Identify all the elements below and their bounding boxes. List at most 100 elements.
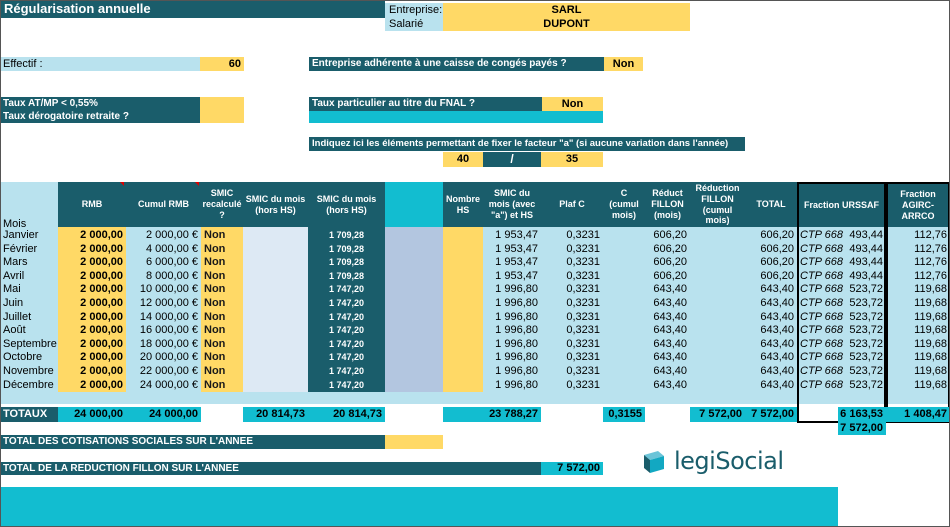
cell-rmb[interactable]: 2 000,00 [80, 269, 123, 282]
cell-urssaf: 523,72 [849, 378, 883, 391]
cell-rmb[interactable]: 2 000,00 [80, 256, 123, 269]
cell-rmb[interactable]: 2 000,00 [80, 324, 123, 337]
table-row: Septembre 2 000,00 18 000,00 € Non 1 747,20 1… [0, 338, 950, 352]
cell-smic-avec: 1 996,80 [495, 365, 538, 377]
cell-mois: Mars [3, 256, 28, 269]
cell-total: 643,40 [760, 378, 794, 391]
cell-cumul: 16 000,00 € [139, 324, 198, 337]
cell-cumul: 6 000,00 € [146, 256, 198, 269]
cell-reduct: 643,40 [653, 310, 687, 323]
totaux-smic-hs1: 20 814,73 [243, 407, 308, 422]
cell-rmb[interactable]: 2 000,00 [80, 337, 123, 350]
cell-reduct: 643,40 [653, 351, 687, 364]
facteur-num[interactable]: 40 [443, 152, 483, 167]
cell-cumul: 2 000,00 € [146, 229, 198, 241]
cell-smic[interactable]: Non [204, 337, 226, 350]
taux-atmp-input[interactable] [200, 97, 244, 123]
fnal-value[interactable]: Non [542, 97, 603, 111]
table-row: Février 2 000,00 4 000,00 € Non 1 709,28 1 95… [0, 243, 950, 257]
cell-rmb[interactable]: 2 000,00 [80, 242, 123, 255]
cell-agirc: 112,76 [914, 229, 947, 241]
cell-mois: Décembre [3, 378, 54, 391]
cell-total: 643,40 [760, 324, 794, 337]
cell-smic[interactable]: Non [204, 256, 226, 269]
cell-smic[interactable]: Non [204, 283, 226, 296]
total-reduction-value: 7 572,00 [541, 462, 603, 475]
smic-hs1-header: SMIC du mois (hors HS) [243, 182, 308, 227]
facteur-den[interactable]: 35 [541, 152, 603, 167]
cell-total: 643,40 [760, 297, 794, 309]
cell-mois: Février [3, 242, 38, 255]
cell-rmb[interactable]: 2 000,00 [80, 283, 123, 296]
cell-smic[interactable]: Non [204, 229, 226, 241]
cell-smic-hs: 1 709,28 [328, 230, 365, 240]
rmb-column [58, 227, 126, 392]
cell-cumul: 4 000,00 € [146, 242, 198, 255]
cell-cumul: 14 000,00 € [139, 310, 198, 323]
cell-rmb[interactable]: 2 000,00 [80, 378, 123, 391]
salarie-label: Salarié [385, 18, 443, 31]
cell-smic[interactable]: Non [204, 351, 226, 364]
table-row: Mars 2 000,00 6 000,00 € Non 1 709,28 1 953,4… [0, 256, 950, 270]
cell-plaf: 0,3231 [566, 297, 600, 309]
table-row: Août 2 000,00 16 000,00 € Non 1 747,20 1 996,… [0, 324, 950, 338]
cell-agirc: 119,68 [914, 365, 947, 377]
cell-smic[interactable]: Non [204, 324, 226, 337]
entreprise-value[interactable]: SARL [443, 3, 690, 18]
cell-total: 606,20 [760, 256, 794, 269]
fraction-agirc-border [886, 227, 950, 423]
c-cumul-header: C (cumul mois) [603, 182, 645, 227]
cell-rmb[interactable]: 2 000,00 [80, 310, 123, 323]
cell-ctp: CTP 668 [800, 324, 843, 337]
cell-agirc: 119,68 [914, 337, 947, 350]
reduct-header: Réduct FILLON (mois) [645, 182, 690, 227]
cell-cumul: 18 000,00 € [139, 337, 198, 350]
cell-smic-avec: 1 996,80 [495, 283, 538, 296]
table-row: Janvier 2 000,00 2 000,00 € Non 1 709,28 1 95… [0, 229, 950, 243]
cell-smic[interactable]: Non [204, 365, 226, 377]
entreprise-label: Entreprise: [385, 3, 443, 18]
cell-agirc: 119,68 [914, 351, 947, 364]
cell-agirc: 112,76 [914, 256, 947, 269]
cell-smic[interactable]: Non [204, 269, 226, 282]
cell-smic-hs: 1 747,20 [328, 379, 365, 390]
cell-reduct: 643,40 [653, 324, 687, 337]
cell-urssaf: 523,72 [849, 297, 883, 309]
cell-smic[interactable]: Non [204, 378, 226, 391]
cell-mois: Juillet [3, 310, 32, 323]
salarie-value[interactable]: DUPONT [443, 18, 690, 31]
cell-urssaf: 523,72 [849, 337, 883, 350]
cell-total: 606,20 [760, 229, 794, 241]
cell-mois: Octobre [3, 351, 43, 364]
cell-smic[interactable]: Non [204, 242, 226, 255]
table-row: Octobre 2 000,00 20 000,00 € Non 1 747,20 1 9… [0, 351, 950, 365]
cell-urssaf: 493,44 [849, 269, 883, 282]
cell-agirc: 112,76 [914, 269, 947, 282]
cell-mois: Juin [3, 297, 24, 309]
cell-mois: Août [3, 324, 26, 337]
cell-rmb[interactable]: 2 000,00 [80, 351, 123, 364]
cell-rmb[interactable]: 2 000,00 [80, 297, 123, 309]
rmb-header: RMB [58, 182, 126, 227]
effectif-value[interactable]: 60 [200, 57, 244, 71]
cell-total: 606,20 [760, 269, 794, 282]
cell-rmb[interactable]: 2 000,00 [80, 365, 123, 377]
smic-avec-header: SMIC du mois (avec "a") et HS [483, 182, 541, 227]
cell-smic[interactable]: Non [204, 297, 226, 309]
cell-smic[interactable]: Non [204, 310, 226, 323]
cell-urssaf: 523,72 [849, 365, 883, 377]
nombre-hs-header: Nombre HS [443, 182, 483, 227]
totaux-smic-hs2: 20 814,73 [308, 407, 385, 422]
conges-value[interactable]: Non [604, 57, 643, 71]
cell-ctp: CTP 668 [800, 351, 843, 364]
smic-hs1-column [243, 227, 308, 392]
cell-smic-avec: 1 996,80 [495, 378, 538, 391]
cell-total: 606,20 [760, 242, 794, 255]
cell-reduct: 643,40 [653, 365, 687, 377]
total-header: TOTAL [745, 182, 797, 227]
cell-reduct: 643,40 [653, 337, 687, 350]
cell-rmb[interactable]: 2 000,00 [80, 229, 123, 241]
totaux-total: 7 572,00 [745, 407, 797, 422]
footer-bar [0, 487, 838, 527]
cell-urssaf: 523,72 [849, 324, 883, 337]
